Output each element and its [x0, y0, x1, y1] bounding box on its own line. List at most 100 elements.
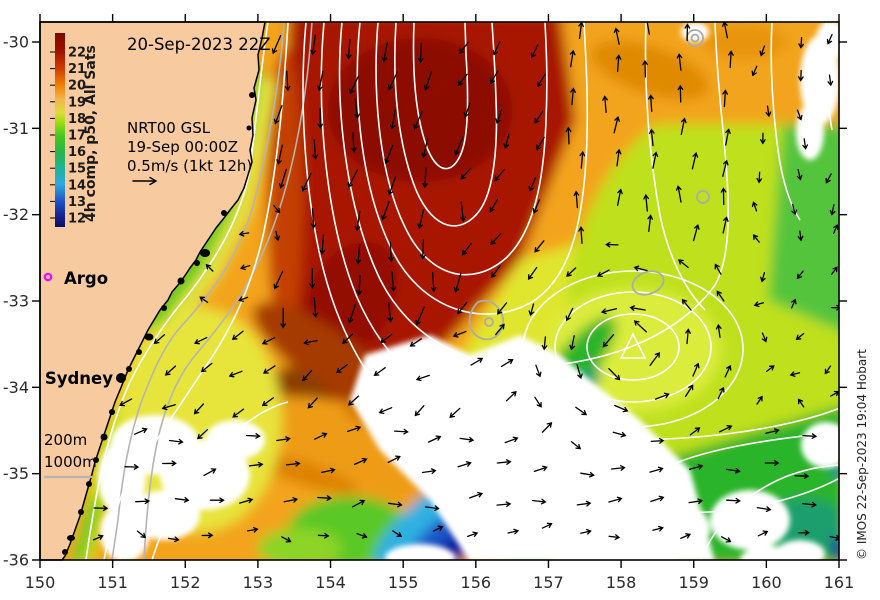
analysis-date-label: 20-Sep-2023 22Z — [127, 35, 271, 54]
velocity-legend: NRT00 GSL 19-Sep 00:00Z 0.5m/s (1kt 12h) — [127, 119, 252, 186]
colorbar-tick-label: 17 — [68, 129, 86, 144]
current-vector-arrow — [414, 405, 425, 417]
current-vector-arrow — [677, 84, 684, 103]
current-vector-arrow — [314, 432, 328, 440]
current-vector-arrow — [248, 461, 264, 468]
current-vector-arrow — [490, 265, 501, 278]
current-vector-arrow — [193, 403, 205, 415]
model-name-label: NRT00 GSL — [127, 119, 211, 137]
colorbar-tick-label: 19 — [68, 95, 86, 110]
current-vector-arrow — [825, 173, 832, 184]
current-vector-arrow — [200, 362, 213, 373]
current-vector-arrow — [246, 526, 259, 533]
current-vector-arrow — [387, 175, 397, 196]
current-vector-arrow — [496, 501, 512, 508]
current-vector-arrow — [654, 392, 670, 400]
current-vector-arrow — [533, 465, 548, 473]
current-vector-arrow — [174, 496, 190, 503]
vector-scale-label: 0.5m/s (1kt 12h) — [127, 157, 252, 175]
current-vector-arrow — [496, 459, 512, 465]
current-vector-arrow — [534, 110, 544, 124]
current-vector-arrow — [715, 323, 722, 338]
colorbar-tick-label: 15 — [68, 162, 86, 177]
current-vector-arrow — [797, 398, 805, 408]
current-vector-arrow — [576, 500, 592, 507]
current-vector-arrow — [689, 463, 704, 470]
current-vector-arrow — [796, 168, 803, 181]
current-vector-arrow — [387, 501, 403, 508]
current-vector-arrow — [349, 75, 360, 95]
current-vector-arrow — [354, 98, 360, 120]
isobath-legend: 200m 1000m — [44, 431, 97, 479]
current-vector-arrow — [389, 109, 396, 130]
current-vector-arrow — [238, 296, 249, 302]
current-vector-arrow — [284, 70, 291, 92]
current-vector-arrow — [168, 438, 184, 445]
current-vector-arrow — [716, 290, 725, 302]
current-vector-arrow — [765, 105, 772, 118]
current-vector-arrow — [281, 536, 292, 543]
current-vector-arrow — [469, 491, 484, 499]
current-vector-arrow — [355, 243, 362, 265]
scale-arrow-icon — [132, 176, 158, 186]
x-tick-label: 152 — [170, 573, 201, 592]
x-tick-label: 150 — [25, 573, 56, 592]
y-tick-label: -31 — [3, 119, 29, 138]
current-vector-arrow — [283, 497, 299, 503]
current-vector-arrow — [689, 427, 701, 436]
current-vector-arrow — [457, 73, 468, 87]
current-vector-arrow — [393, 428, 409, 435]
current-vector-arrow — [677, 259, 689, 269]
current-vector-arrow — [725, 467, 741, 474]
current-vector-arrow — [535, 364, 542, 378]
colorbar — [55, 33, 65, 227]
current-vector-arrow — [421, 137, 429, 159]
current-vector-arrow — [342, 333, 354, 345]
current-vector-arrow — [345, 38, 352, 60]
current-vector-arrow — [722, 216, 729, 234]
current-vector-arrow — [680, 533, 692, 540]
current-vector-arrow — [575, 406, 588, 416]
current-vector-arrow — [261, 397, 275, 407]
current-vector-arrow — [238, 230, 250, 237]
current-vector-arrow — [802, 501, 817, 508]
current-vector-arrow — [685, 328, 691, 345]
current-vector-arrow — [463, 102, 471, 118]
current-vector-arrow — [417, 42, 424, 64]
current-vector-arrow — [413, 110, 423, 131]
current-vector-arrow — [688, 498, 704, 505]
colorbar-tick-label: 21 — [68, 62, 86, 77]
current-vector-arrow — [759, 132, 766, 145]
current-vector-arrow — [600, 308, 618, 315]
colorbar-tick-label: 20 — [68, 79, 86, 94]
x-tick-label: 160 — [751, 573, 782, 592]
current-vector-arrow — [650, 495, 665, 503]
y-tick-label: -33 — [3, 291, 29, 310]
current-vector-arrow — [302, 369, 313, 382]
current-vector-arrow — [537, 73, 546, 88]
current-vector-arrow — [457, 301, 468, 315]
gray-eddy-loops — [468, 29, 710, 341]
current-vector-arrow — [580, 528, 592, 535]
current-vector-arrow — [505, 390, 517, 402]
current-vector-arrow — [489, 198, 499, 213]
current-vector-arrow — [92, 534, 104, 541]
current-vector-arrow — [449, 407, 461, 419]
current-vector-arrow — [610, 465, 626, 471]
current-vector-arrow — [647, 214, 654, 233]
current-vector-arrow — [373, 367, 386, 377]
current-vector-arrow — [432, 525, 444, 532]
current-vector-arrow — [532, 199, 541, 214]
current-vector-arrow — [209, 497, 225, 504]
current-vector-arrow — [615, 54, 622, 73]
current-vector-arrow — [527, 266, 538, 280]
current-vector-arrow — [541, 422, 553, 433]
colorbar-tick-label: 13 — [68, 195, 86, 210]
current-vector-arrow — [336, 363, 348, 374]
x-tick-label: 156 — [461, 573, 492, 592]
current-vector-arrow — [691, 152, 699, 170]
current-vector-arrow — [153, 334, 166, 345]
current-vector-arrow — [760, 272, 766, 283]
current-vector-arrow — [273, 270, 284, 290]
